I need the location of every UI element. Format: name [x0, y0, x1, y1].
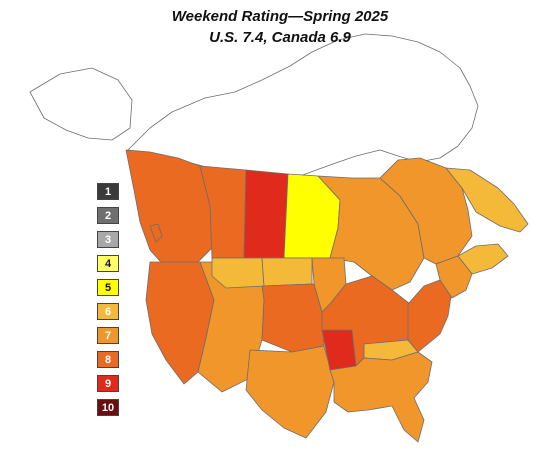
legend-swatch-2: 2 [97, 207, 119, 224]
region-montana [211, 257, 265, 289]
legend-swatch-6: 6 [97, 303, 119, 320]
legend-swatch-8: 8 [97, 351, 119, 368]
legend-label: 2 [104, 209, 112, 222]
region-saskatchewan [243, 169, 289, 259]
legend-swatch-10: 10 [97, 399, 119, 416]
title-block: Weekend Rating—Spring 2025 U.S. 7.4, Can… [0, 6, 560, 48]
legend-swatch-7: 7 [97, 327, 119, 344]
region-vancouver-island [149, 223, 163, 243]
legend-label: 7 [104, 329, 112, 342]
legend-swatch-9: 9 [97, 375, 119, 392]
map-title: Weekend Rating—Spring 2025 [171, 8, 389, 25]
region-british-columbia [125, 149, 213, 271]
legend-label: 5 [104, 281, 112, 294]
legend-label: 3 [104, 233, 112, 246]
legend-label: 4 [104, 257, 112, 270]
region-newfoundland-labrador [445, 167, 529, 233]
map-subtitle: U.S. 7.4, Canada 6.9 [209, 29, 351, 46]
region-quebec [379, 157, 473, 265]
region-north-dakota [261, 257, 313, 287]
region-us-northeast [407, 279, 453, 353]
region-alaska [29, 67, 133, 141]
legend-swatch-3: 3 [97, 231, 119, 248]
legend-label: 10 [101, 401, 115, 414]
region-canada-north [127, 33, 479, 179]
region-us-southeast [329, 351, 433, 443]
legend-swatch-4: 4 [97, 255, 119, 272]
region-new-england [435, 255, 473, 299]
legend-label: 1 [104, 185, 112, 198]
legend-label: 6 [104, 305, 112, 318]
region-texas [245, 345, 335, 439]
legend-label: 9 [104, 377, 112, 390]
legend-label: 8 [104, 353, 112, 366]
legend-swatch-1: 1 [97, 183, 119, 200]
region-us-plains [261, 283, 325, 353]
legend-swatch-5: 5 [97, 279, 119, 296]
